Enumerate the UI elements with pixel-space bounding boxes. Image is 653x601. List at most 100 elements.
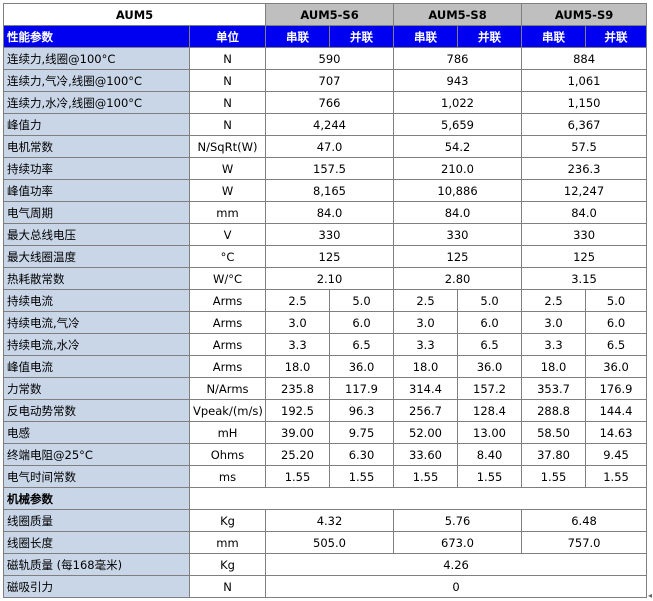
table-row: 线圈质量 Kg 4.32 5.76 6.48 xyxy=(3,509,648,532)
row-unit: °C xyxy=(189,245,266,268)
row-unit: N xyxy=(189,575,266,598)
row-unit: Ohms xyxy=(189,443,266,466)
table-row: 电感 mH 39.00 9.75 52.00 13.00 58.50 14.63 xyxy=(3,421,648,444)
table-row: 磁吸引力 N 0 xyxy=(3,575,648,598)
row-unit: Kg xyxy=(189,509,266,532)
value-cell: 18.0 xyxy=(265,355,330,378)
value-cell: 1.55 xyxy=(393,465,459,488)
row-label: 线圈长度 xyxy=(3,531,190,554)
value-cell: 2.5 xyxy=(521,289,587,312)
value-cell: 236.3 xyxy=(521,157,648,180)
value-cell: 1.55 xyxy=(328,465,395,488)
row-label: 持续功率 xyxy=(3,157,190,180)
row-unit: N/SqRt(W) xyxy=(189,135,266,158)
model-header-s6: AUM5-S6 xyxy=(264,3,395,26)
value-cell: 330 xyxy=(521,223,648,246)
value-cell: 58.50 xyxy=(521,421,587,444)
row-unit: V xyxy=(189,223,266,246)
value-cell: 157.2 xyxy=(457,377,523,400)
value-cell: 6,367 xyxy=(521,113,648,136)
value-cell: 3.0 xyxy=(393,311,459,334)
value-cell: 6.5 xyxy=(585,333,648,356)
section-blank xyxy=(188,487,648,510)
value-cell: 353.7 xyxy=(521,377,587,400)
value-cell: 176.9 xyxy=(585,377,648,400)
value-cell: 18.0 xyxy=(393,355,459,378)
row-unit: N xyxy=(189,69,266,92)
value-cell: 235.8 xyxy=(265,377,330,400)
unit-column-header: 单位 xyxy=(189,25,266,48)
model-header-s8: AUM5-S8 xyxy=(393,3,523,26)
table-row: 峰值电流 Arms 18.0 36.0 18.0 36.0 18.0 36.0 xyxy=(3,355,648,378)
value-cell: 37.80 xyxy=(521,443,587,466)
value-cell: 6.0 xyxy=(585,311,648,334)
row-unit: W/°C xyxy=(189,267,266,290)
value-cell: 157.5 xyxy=(264,157,395,180)
value-cell: 3.3 xyxy=(521,333,587,356)
value-cell: 884 xyxy=(521,47,648,70)
row-label: 磁轨质量 (每168毫米) xyxy=(3,553,190,576)
series-header: 串联 xyxy=(393,25,459,48)
value-cell: 5.0 xyxy=(457,289,523,312)
value-cell: 2.10 xyxy=(264,267,395,290)
table-row: 热耗散常数 W/°C 2.10 2.80 3.15 xyxy=(3,267,648,290)
row-label: 连续力,水冷,线圈@100°C xyxy=(3,91,190,114)
row-label: 最大线圈温度 xyxy=(3,245,190,268)
row-unit: Kg xyxy=(189,553,266,576)
series-header: 串联 xyxy=(265,25,330,48)
row-label: 持续电流 xyxy=(3,289,190,312)
value-cell: 36.0 xyxy=(585,355,648,378)
value-cell: 54.2 xyxy=(393,135,523,158)
row-label: 峰值电流 xyxy=(3,355,190,378)
value-cell: 25.20 xyxy=(265,443,330,466)
value-cell: 192.5 xyxy=(265,399,330,422)
value-cell: 125 xyxy=(393,245,523,268)
table-row: 峰值功率 W 8,165 10,886 12,247 xyxy=(3,179,648,202)
row-label: 磁吸引力 xyxy=(3,575,190,598)
product-name: AUM5 xyxy=(3,3,266,26)
resize-handle-icon[interactable]: ◂ xyxy=(648,591,653,600)
value-cell: 5.0 xyxy=(585,289,648,312)
value-cell: 314.4 xyxy=(393,377,459,400)
value-cell: 1.55 xyxy=(521,465,587,488)
value-cell: 210.0 xyxy=(393,157,523,180)
value-cell: 5.0 xyxy=(328,289,395,312)
value-cell: 766 xyxy=(264,91,395,114)
value-cell: 6.0 xyxy=(457,311,523,334)
value-cell: 2.5 xyxy=(393,289,459,312)
row-label: 电机常数 xyxy=(3,135,190,158)
table-row: 持续电流,气冷 Arms 3.0 6.0 3.0 6.0 3.0 6.0 xyxy=(3,311,648,334)
series-header: 串联 xyxy=(521,25,587,48)
row-unit: N xyxy=(189,113,266,136)
row-unit: Arms xyxy=(189,311,266,334)
value-cell: 505.0 xyxy=(264,531,395,554)
value-cell: 1,150 xyxy=(521,91,648,114)
value-cell: 117.9 xyxy=(328,377,395,400)
row-label: 终端电阻@25°C xyxy=(3,443,190,466)
value-cell: 33.60 xyxy=(393,443,459,466)
value-cell: 3.0 xyxy=(521,311,587,334)
table-row: 力常数 N/Arms 235.8 117.9 314.4 157.2 353.7… xyxy=(3,377,648,400)
spec-table: AUM5 AUM5-S6 AUM5-S8 AUM5-S9 性能参数 单位 串联 … xyxy=(3,3,648,598)
table-row: 持续电流,水冷 Arms 3.3 6.5 3.3 6.5 3.3 6.5 xyxy=(3,333,648,356)
table-row: 线圈长度 mm 505.0 673.0 757.0 xyxy=(3,531,648,554)
value-cell: 4.26 xyxy=(264,553,648,576)
value-cell: 707 xyxy=(264,69,395,92)
row-label: 最大总线电压 xyxy=(3,223,190,246)
section-heading: 机械参数 xyxy=(3,487,190,510)
row-label: 力常数 xyxy=(3,377,190,400)
row-label: 热耗散常数 xyxy=(3,267,190,290)
row-label: 线圈质量 xyxy=(3,509,190,532)
row-unit: mH xyxy=(189,421,266,444)
row-label: 连续力,线圈@100°C xyxy=(3,47,190,70)
value-cell: 0 xyxy=(264,575,648,598)
row-label: 电气周期 xyxy=(3,201,190,224)
value-cell: 125 xyxy=(521,245,648,268)
table-row: 连续力,气冷,线圈@100°C N 707 943 1,061 xyxy=(3,69,648,92)
row-label: 连续力,气冷,线圈@100°C xyxy=(3,69,190,92)
value-cell: 590 xyxy=(264,47,395,70)
value-cell: 84.0 xyxy=(264,201,395,224)
row-unit: Arms xyxy=(189,289,266,312)
row-unit: Arms xyxy=(189,355,266,378)
value-cell: 2.5 xyxy=(265,289,330,312)
